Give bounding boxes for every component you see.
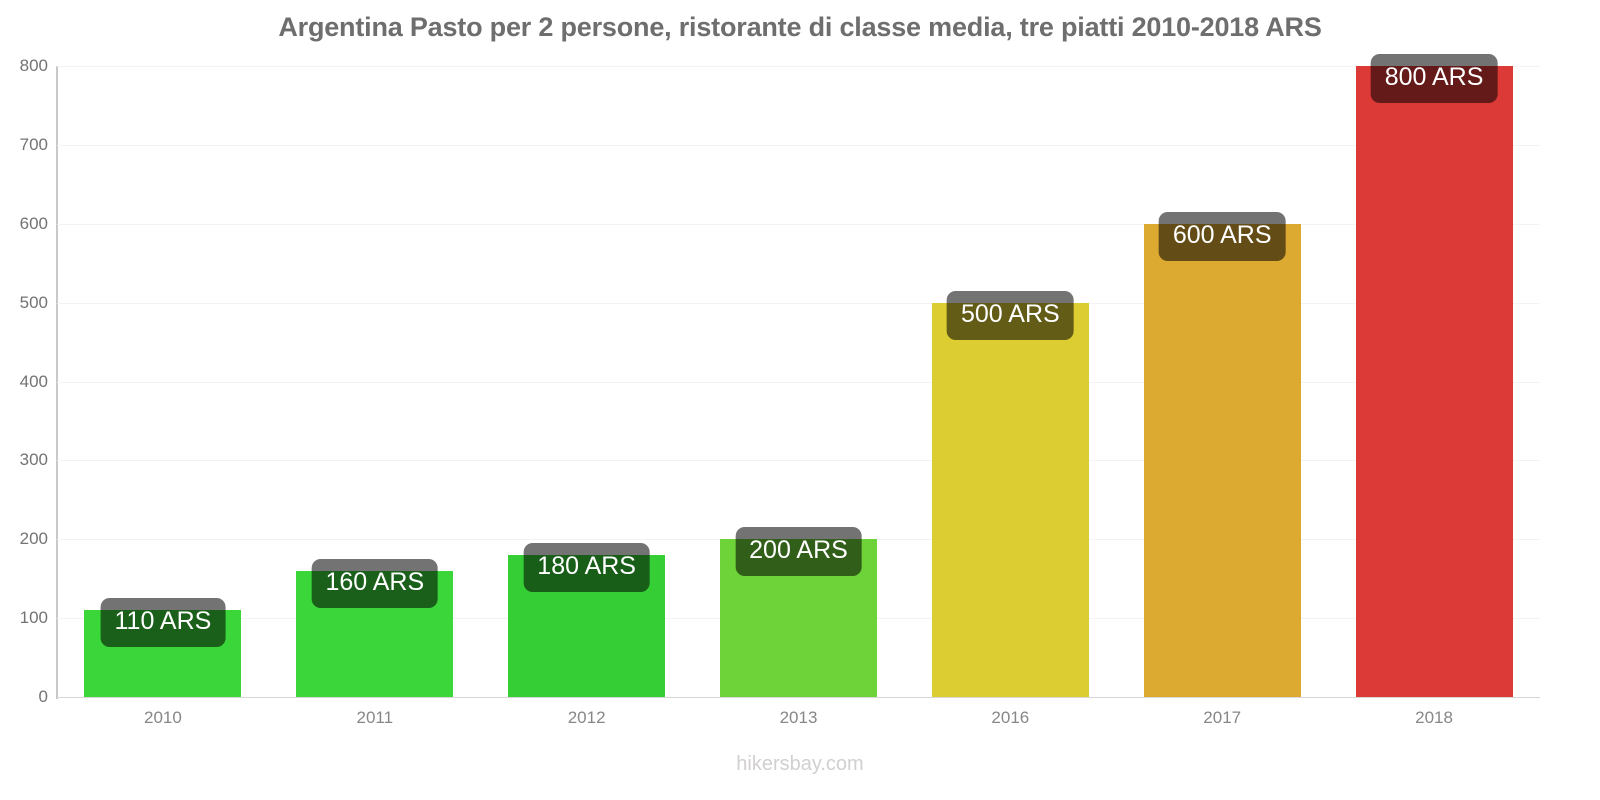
source-watermark: hikersbay.com — [736, 753, 864, 775]
x-axis-tick-label: 2017 — [1203, 708, 1242, 727]
x-axis-tick-label: 2018 — [1415, 708, 1453, 727]
bar[interactable] — [1143, 223, 1301, 697]
y-axis-tick-label: 800 — [19, 56, 48, 75]
x-axis-tick-label: 2011 — [356, 708, 394, 727]
plot-area: 110 ARS 160 ARS 180 ARS 200 ARS 500 ARS 600 A… — [57, 54, 1540, 698]
x-axis-tick-label: 2010 — [144, 708, 182, 727]
y-axis-tick-label: 600 — [19, 213, 48, 233]
gridline — [57, 223, 1540, 225]
x-axis-tick-label: 2016 — [991, 708, 1030, 727]
y-axis-tick-label: 700 — [19, 134, 48, 154]
gridline — [57, 302, 1540, 304]
gridline — [57, 381, 1540, 383]
bar[interactable] — [508, 555, 666, 697]
x-axis-tick-label: 2012 — [567, 708, 606, 727]
bar[interactable] — [84, 610, 242, 697]
x-axis-tick-labels: 2010 2011 2012 2013 2016 2017 2018 — [57, 708, 1540, 738]
gridline — [57, 460, 1540, 462]
y-axis-tick-label: 300 — [19, 450, 48, 470]
bar[interactable] — [931, 302, 1089, 697]
gridline — [57, 144, 1540, 146]
gridline — [57, 697, 1540, 698]
y-axis-tick-label: 100 — [19, 608, 48, 628]
y-axis-tick-label: 0 — [38, 687, 48, 706]
bar[interactable] — [296, 570, 454, 697]
chart-title: Argentina Pasto per 2 persone, ristorant… — [278, 12, 1322, 42]
y-axis-tick-label: 400 — [19, 371, 48, 391]
y-axis-line — [56, 66, 58, 699]
y-axis-tick-label: 500 — [19, 292, 48, 312]
bar[interactable] — [720, 539, 877, 697]
y-axis-tick-labels: 800 700 600 500 400 300 200 100 0 — [0, 56, 48, 706]
x-axis-tick-label: 2013 — [779, 708, 818, 727]
gridline — [57, 66, 1540, 67]
bar[interactable] — [1355, 66, 1513, 697]
y-axis-tick-label: 200 — [19, 529, 48, 549]
